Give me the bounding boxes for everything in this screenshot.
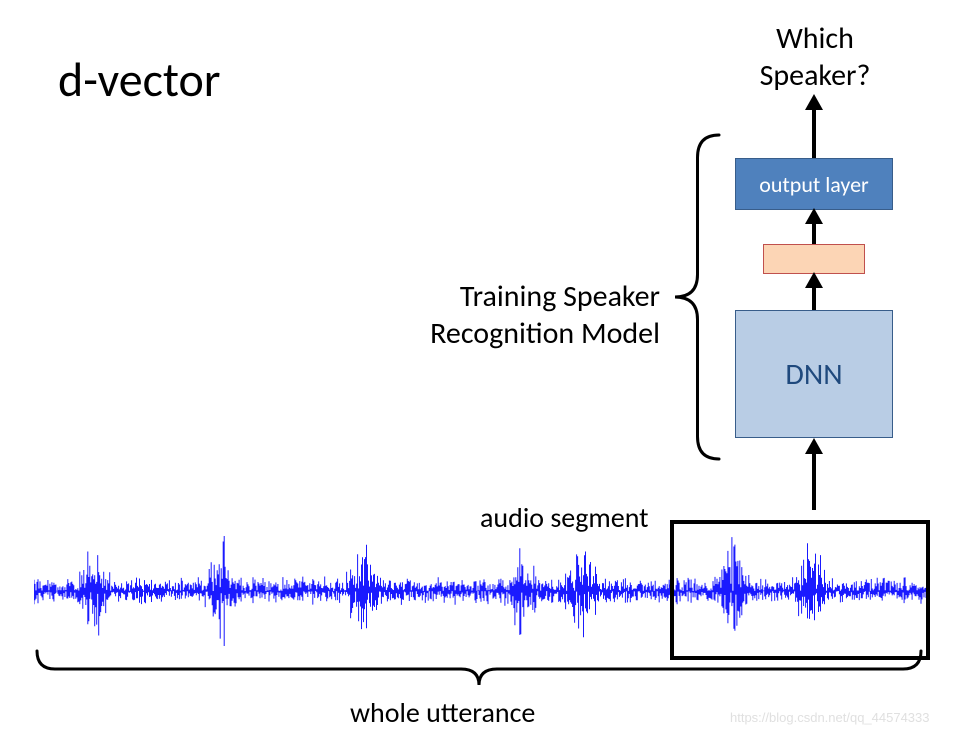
output-layer-label: output layer [759, 171, 868, 198]
audio-segment-label: audio segment [480, 500, 649, 535]
segment-box [670, 520, 930, 660]
question-label: WhichSpeaker? [735, 20, 895, 94]
dnn-box: DNN [735, 310, 893, 438]
embedding-box [763, 244, 865, 274]
watermark: https://blog.csdn.net/qq_44574333 [730, 710, 930, 725]
training-label: Training SpeakerRecognition Model [350, 278, 660, 352]
page-title: d-vector [58, 50, 221, 109]
whole-utterance-label: whole utterance [350, 695, 535, 730]
bottom-brace [34, 648, 924, 688]
right-brace [672, 132, 722, 462]
dnn-label: DNN [785, 356, 842, 393]
output-layer-box: output layer [735, 158, 893, 210]
